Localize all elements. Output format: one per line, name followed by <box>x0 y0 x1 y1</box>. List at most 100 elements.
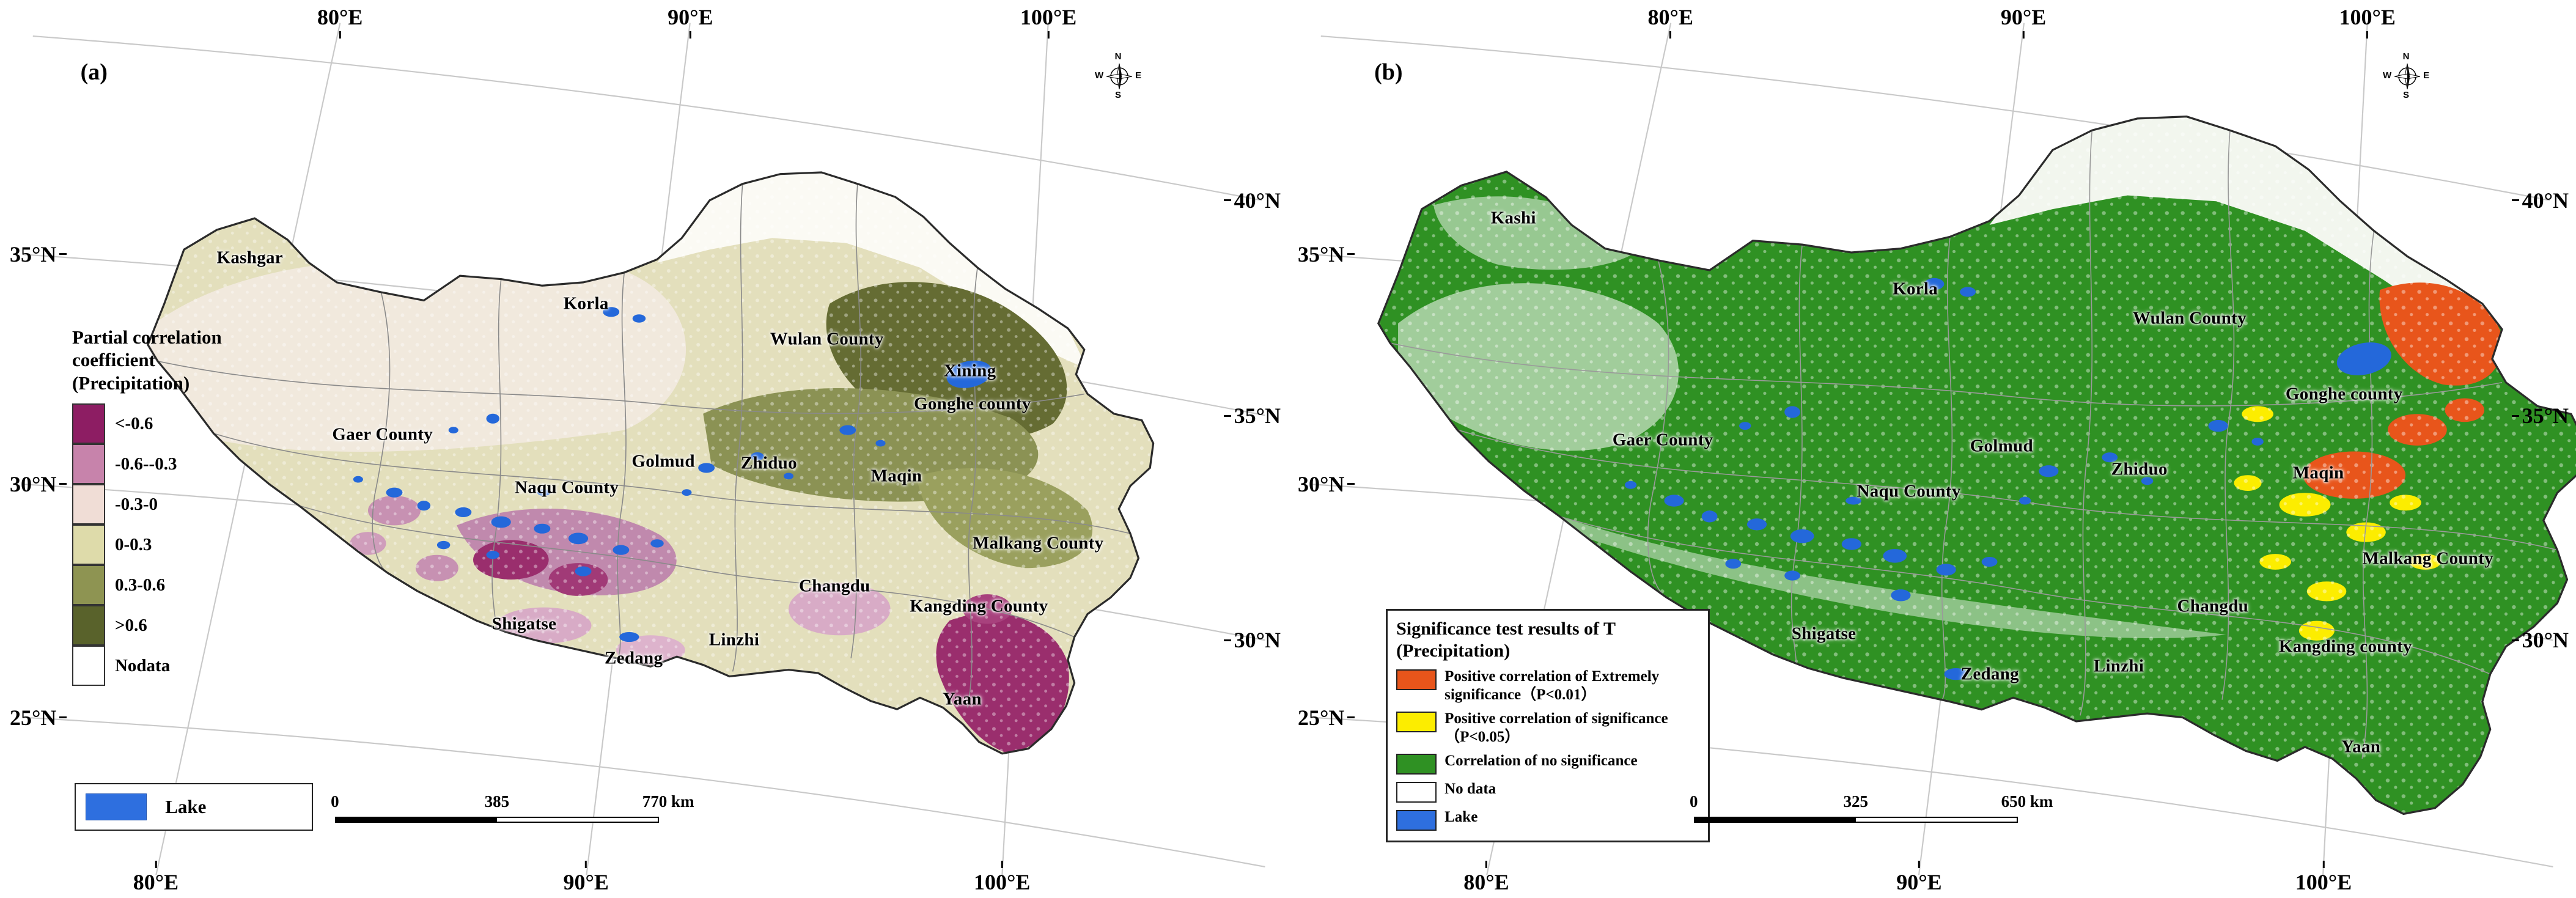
legend-item: >0.6 <box>72 605 292 646</box>
place-name: Shigatse <box>1791 624 1857 644</box>
legend-item-label: >0.6 <box>114 616 147 636</box>
axis-tick: 25°N <box>10 707 67 729</box>
place-name: Kangding County <box>910 596 1048 616</box>
tick-mark <box>339 31 341 39</box>
scalebar-segment <box>336 817 497 822</box>
scalebar-end: 770 km <box>642 792 694 811</box>
place-name: Maqin <box>2292 463 2344 483</box>
legend-item: 0-0.3 <box>72 524 292 565</box>
compass-n-label: N <box>2402 51 2410 62</box>
place-label: Gonghe county <box>2286 384 2403 404</box>
legend-color-swatch <box>1396 809 1437 831</box>
legend-item-label: No data <box>1444 780 1496 797</box>
place-name: Yaan <box>942 689 982 709</box>
place-label: Naqu County <box>1857 481 1961 501</box>
scalebar-segment <box>1855 817 2017 822</box>
place-name: Changdu <box>2177 596 2249 616</box>
tick-mark <box>2322 861 2325 868</box>
scalebar-segment <box>496 817 658 822</box>
compass-star-icon <box>1106 63 1133 89</box>
axis-tick: 100°E <box>2339 6 2396 39</box>
legend-item: Correlation of no significance <box>1396 752 1699 775</box>
legend-color-swatch <box>72 564 105 605</box>
place-label: Zedang <box>1961 664 2019 685</box>
place-label: Shigatse <box>1792 624 1857 644</box>
legend-item-label: 0-0.3 <box>114 535 152 555</box>
place-label: Golmud <box>631 452 694 472</box>
legend-item: No data <box>1396 780 1699 803</box>
place-name: Kashi <box>1490 208 1536 228</box>
scalebar-start: 0 <box>331 792 339 811</box>
place-name: Kashgar <box>216 248 283 268</box>
place-label: Zedang <box>605 648 663 668</box>
legend-color-swatch <box>1396 781 1437 803</box>
axis-tick: 30°N <box>1223 629 1281 651</box>
place-name: Golmud <box>1970 436 2033 456</box>
axis-tick-label: 80°E <box>317 5 363 29</box>
legend-items: <-0.6 -0.6--0.3 -0.3-0 0-0.3 <box>72 403 292 686</box>
axis-tick-label: 90°E <box>563 870 609 894</box>
place-label: Zhiduo <box>741 454 797 474</box>
legend-item-label: Nodata <box>114 656 171 676</box>
legend-partial-correlation: Partial correlation coefficient (Precipita… <box>72 326 292 686</box>
place-name: Zedang <box>1960 664 2019 684</box>
tick-mark <box>2366 31 2369 39</box>
axis-tick: 90°E <box>563 861 609 894</box>
axis-tick-label: 80°E <box>1463 870 1509 894</box>
legend-item-label: Positive correlation of Extremely signif… <box>1444 668 1660 703</box>
place-label: Maqin <box>2293 463 2344 484</box>
tick-mark <box>2022 31 2025 39</box>
scalebar-bar <box>1693 816 2018 823</box>
legend-item: 0.3-0.6 <box>72 564 292 606</box>
place-name: Zhiduo <box>2111 459 2168 479</box>
legend-title-line: (Precipitation) <box>72 372 190 394</box>
tick-mark <box>1223 199 1231 202</box>
place-name: Xining <box>943 361 996 381</box>
axis-tick-label: 25°N <box>1298 705 1345 730</box>
scalebar-mid: 325 <box>1843 792 1868 811</box>
place-label: Zhiduo <box>2111 460 2168 480</box>
axis-tick: 25°N <box>1298 707 1355 729</box>
place-label: Malkang County <box>2362 548 2493 569</box>
place-name: Gaer County <box>1612 430 1713 450</box>
legend-item: <-0.6 <box>72 403 292 444</box>
place-label: Gonghe county <box>914 394 1031 414</box>
axis-tick-label: 90°E <box>2000 5 2047 29</box>
axis-tick: 30°N <box>10 473 67 495</box>
compass-e-label: E <box>2423 70 2430 81</box>
scalebar-b: 0 325 650 km <box>1690 792 2053 823</box>
axis-tick-label: 90°E <box>1896 870 1942 894</box>
place-label: Naqu County <box>515 477 619 498</box>
axis-tick: 35°N <box>1223 405 1281 427</box>
legend-title-line: (Precipitation) <box>1396 640 1511 661</box>
lake-legend-label: Lake <box>165 795 207 817</box>
tick-mark <box>1347 483 1355 485</box>
legend-color-swatch <box>72 484 105 524</box>
place-label: Maqin <box>871 466 922 486</box>
place-name: Golmud <box>631 451 695 471</box>
place-label: Kangding county <box>2279 636 2412 657</box>
place-label: Kashgar <box>217 248 283 268</box>
axis-tick: 35°N <box>10 243 67 265</box>
axis-tick: 100°E <box>2295 861 2352 893</box>
place-name: Yaan <box>2341 737 2381 757</box>
axis-tick: 80°E <box>317 6 362 39</box>
place-name: Korla <box>1893 279 1938 299</box>
place-label: Golmud <box>1970 436 2033 457</box>
legend-color-swatch <box>72 403 105 444</box>
place-name: Malkang County <box>972 533 1104 553</box>
axis-tick: 40°N <box>1223 190 1281 212</box>
axis-tick-label: 100°E <box>2295 870 2352 894</box>
legend-item-label: <-0.6 <box>114 414 153 434</box>
legend-color-swatch <box>72 443 105 484</box>
axis-tick: 30°N <box>1298 473 1355 495</box>
legend-color-swatch <box>72 645 105 686</box>
axis-tick: 90°E <box>1896 861 1942 894</box>
legend-color-swatch <box>1396 753 1437 775</box>
place-name: Linzhi <box>708 630 760 650</box>
axis-tick-label: 25°N <box>10 705 57 730</box>
place-label: Wulan County <box>2133 309 2247 329</box>
tick-mark <box>1047 31 1050 39</box>
legend-color-swatch <box>1396 669 1437 690</box>
